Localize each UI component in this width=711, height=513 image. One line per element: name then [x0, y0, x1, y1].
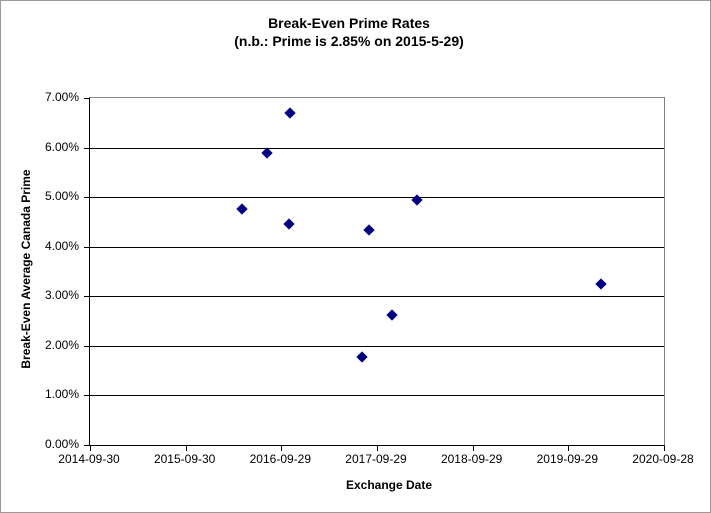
data-point: [284, 107, 296, 119]
plot-area: [84, 97, 665, 451]
data-point: [283, 218, 296, 231]
x-tick-label: 2017-09-29: [345, 452, 407, 466]
x-tick-mark: [377, 446, 378, 451]
y-tick-label: 6.00%: [44, 139, 79, 154]
x-tick-label: 2016-09-29: [249, 452, 312, 466]
chart-title: Break-Even Prime Rates (n.b.: Prime is 2…: [1, 14, 697, 50]
gridline: [90, 395, 664, 397]
x-tick-label: 2020-09-28: [632, 452, 694, 466]
data-point: [356, 351, 368, 363]
y-tick-label: 2.00%: [44, 337, 79, 352]
y-tick-mark: [84, 395, 89, 397]
y-tick-mark: [84, 246, 89, 248]
data-point: [363, 224, 376, 237]
y-tick-label: 4.00%: [44, 238, 79, 253]
data-point: [594, 278, 607, 290]
x-tick-label: 2014-09-30: [58, 452, 120, 466]
gridline: [90, 246, 664, 248]
gridline: [90, 345, 664, 347]
data-point: [236, 202, 248, 215]
x-tick-label: 2015-09-30: [153, 452, 216, 466]
x-tick-mark: [472, 446, 474, 451]
x-tick-label: 2018-09-29: [440, 452, 503, 466]
y-tick-mark: [84, 345, 89, 347]
x-tick-mark: [281, 446, 283, 451]
x-tick-mark: [568, 446, 570, 451]
gridline: [90, 296, 664, 298]
y-tick-label: 7.00%: [44, 90, 79, 104]
y-tick-mark: [84, 197, 89, 199]
data-point: [410, 193, 423, 206]
x-tick-label: 2019-09-29: [536, 452, 599, 466]
y-tick-mark: [84, 147, 89, 149]
x-axis-title: Exchange Date: [345, 478, 433, 492]
y-tick-mark: [84, 296, 89, 298]
y-tick-label: 5.00%: [44, 189, 79, 204]
chart-title-line2: (n.b.: Prime is 2.85% on 2015-5-29): [234, 33, 464, 49]
y-tick-label: 0.00%: [44, 437, 79, 451]
x-tick-mark: [185, 446, 187, 451]
y-tick-label: 1.00%: [44, 387, 79, 402]
x-tick-mark: [90, 446, 91, 451]
x-tick-mark: [664, 446, 665, 451]
gridline: [90, 197, 664, 199]
chart-title-line1: Break-Even Prime Rates: [268, 15, 430, 31]
y-tick-mark: [84, 445, 89, 446]
x-axis-tick-labels: 2014-09-30 2015-09-30 2016-09-29 2017-09-29…: [58, 452, 693, 466]
data-point: [386, 309, 399, 321]
y-tick-mark: [84, 98, 89, 99]
gridline: [90, 147, 664, 149]
y-tick-label: 3.00%: [44, 288, 79, 303]
y-axis-tick-labels: 0.00% 1.00% 2.00% 3.00% 4.00% 5.00% 6.00% 7.00%: [1, 90, 85, 451]
